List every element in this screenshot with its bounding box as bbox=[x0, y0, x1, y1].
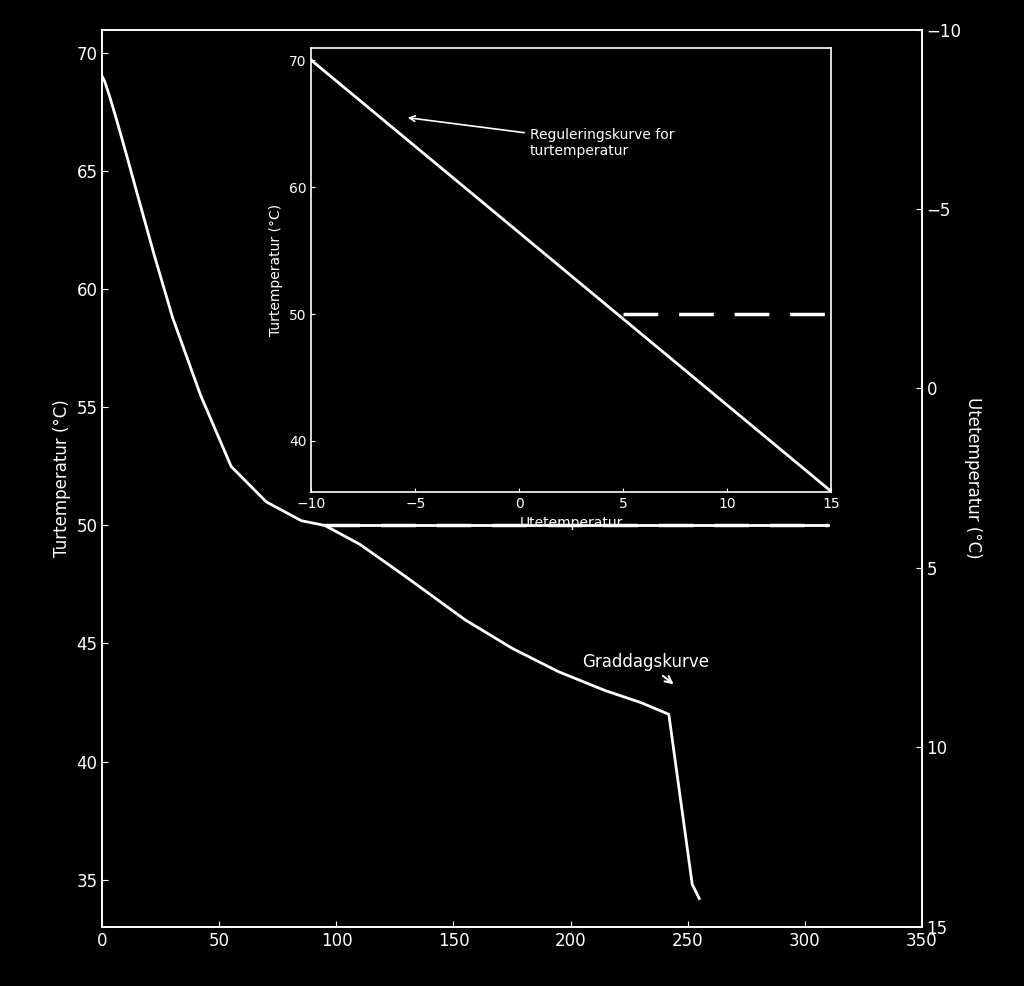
Text: Turtemperatur
varighetskurve: Turtemperatur varighetskurve bbox=[313, 423, 555, 490]
Y-axis label: Turtemperatur (°C): Turtemperatur (°C) bbox=[53, 399, 71, 557]
Text: Graddagskurve: Graddagskurve bbox=[583, 654, 710, 683]
Y-axis label: Utetemperatur (°C): Utetemperatur (°C) bbox=[965, 397, 982, 559]
